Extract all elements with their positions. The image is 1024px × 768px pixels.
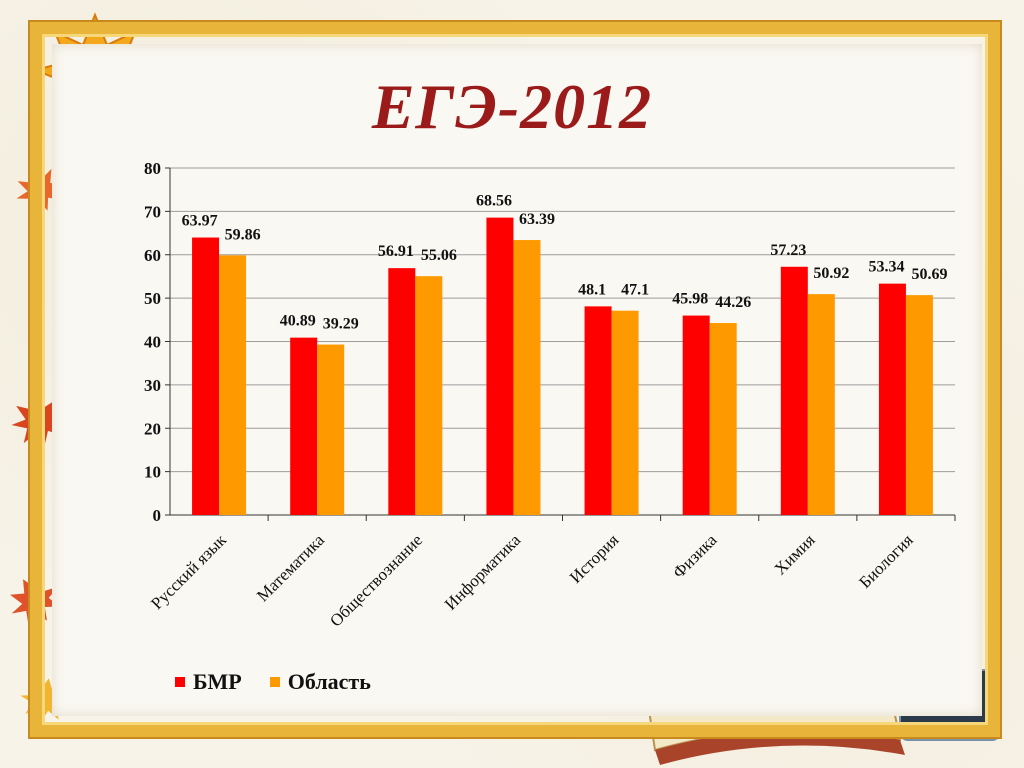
x-category-label: Информатика	[441, 530, 525, 614]
chart-gridlines	[170, 167, 955, 516]
x-category-label: Русский язык	[147, 530, 230, 613]
slide-title: ЕГЭ-2012	[371, 71, 653, 142]
y-tick-label: 30	[144, 376, 161, 395]
value-label-bmr: 57.23	[770, 242, 806, 259]
chart-bars	[192, 217, 933, 516]
legend-label-bmr: БМР	[193, 669, 242, 694]
y-tick-label: 0	[153, 506, 162, 525]
legend-item-bmr: БМР	[175, 669, 242, 695]
bar-region	[807, 294, 835, 515]
chart-value-labels: 63.97 59.86 40.89 39.29 56.91 55.06 68.56 63.39…	[182, 193, 948, 333]
value-label-bmr: 63.97	[182, 213, 218, 230]
value-label-region: 39.29	[323, 316, 359, 333]
bar-bmr	[878, 283, 906, 515]
value-label-bmr: 53.34	[868, 259, 904, 276]
bar-region	[219, 255, 247, 516]
y-tick-label: 50	[144, 289, 161, 308]
value-label-bmr: 48.1	[578, 281, 606, 298]
value-label-region: 63.39	[519, 211, 555, 228]
bar-region	[905, 295, 933, 515]
value-label-bmr: 40.89	[280, 313, 316, 330]
bar-bmr	[290, 337, 318, 515]
value-label-region: 59.86	[225, 226, 261, 243]
y-tick-label: 10	[144, 463, 161, 482]
bar-region	[513, 240, 541, 515]
value-label-region: 55.06	[421, 247, 457, 264]
value-label-region: 50.69	[911, 266, 947, 283]
bar-bmr	[192, 237, 220, 515]
y-tick-label: 20	[144, 419, 161, 438]
bar-bmr	[584, 306, 612, 515]
value-label-bmr: 56.91	[378, 243, 414, 260]
legend-item-region: Область	[269, 669, 371, 695]
bar-region	[709, 323, 737, 515]
x-category-label: Биология	[855, 530, 917, 592]
chart-axes	[165, 167, 956, 521]
bar-region	[415, 276, 443, 515]
legend-label-region: Область	[287, 669, 371, 694]
legend-swatch-bmr	[175, 677, 185, 687]
x-category-label: Химия	[771, 530, 819, 578]
value-label-bmr: 45.98	[672, 291, 708, 308]
value-label-bmr: 68.56	[476, 193, 512, 210]
y-tick-label: 40	[144, 333, 161, 352]
legend-swatch-region	[269, 677, 280, 687]
y-tick-label: 80	[144, 159, 161, 178]
bar-bmr	[682, 315, 710, 515]
value-label-region: 44.26	[715, 294, 751, 311]
x-category-label: Математика	[253, 530, 328, 605]
bar-bmr	[486, 217, 514, 515]
y-tick-label: 60	[144, 246, 161, 265]
x-category-label: История	[566, 530, 623, 587]
value-label-region: 47.1	[621, 282, 649, 299]
chart-legend: БМР Область	[175, 668, 371, 696]
x-category-label: Обществознание	[326, 530, 426, 630]
bar-region	[317, 344, 345, 515]
bar-bmr	[780, 266, 808, 515]
y-tick-label: 70	[144, 202, 161, 221]
value-label-region: 50.92	[813, 265, 849, 282]
slide-frame	[30, 22, 1000, 737]
bar-bmr	[388, 268, 416, 515]
bar-region	[611, 310, 639, 515]
x-category-label: Физика	[669, 530, 721, 582]
